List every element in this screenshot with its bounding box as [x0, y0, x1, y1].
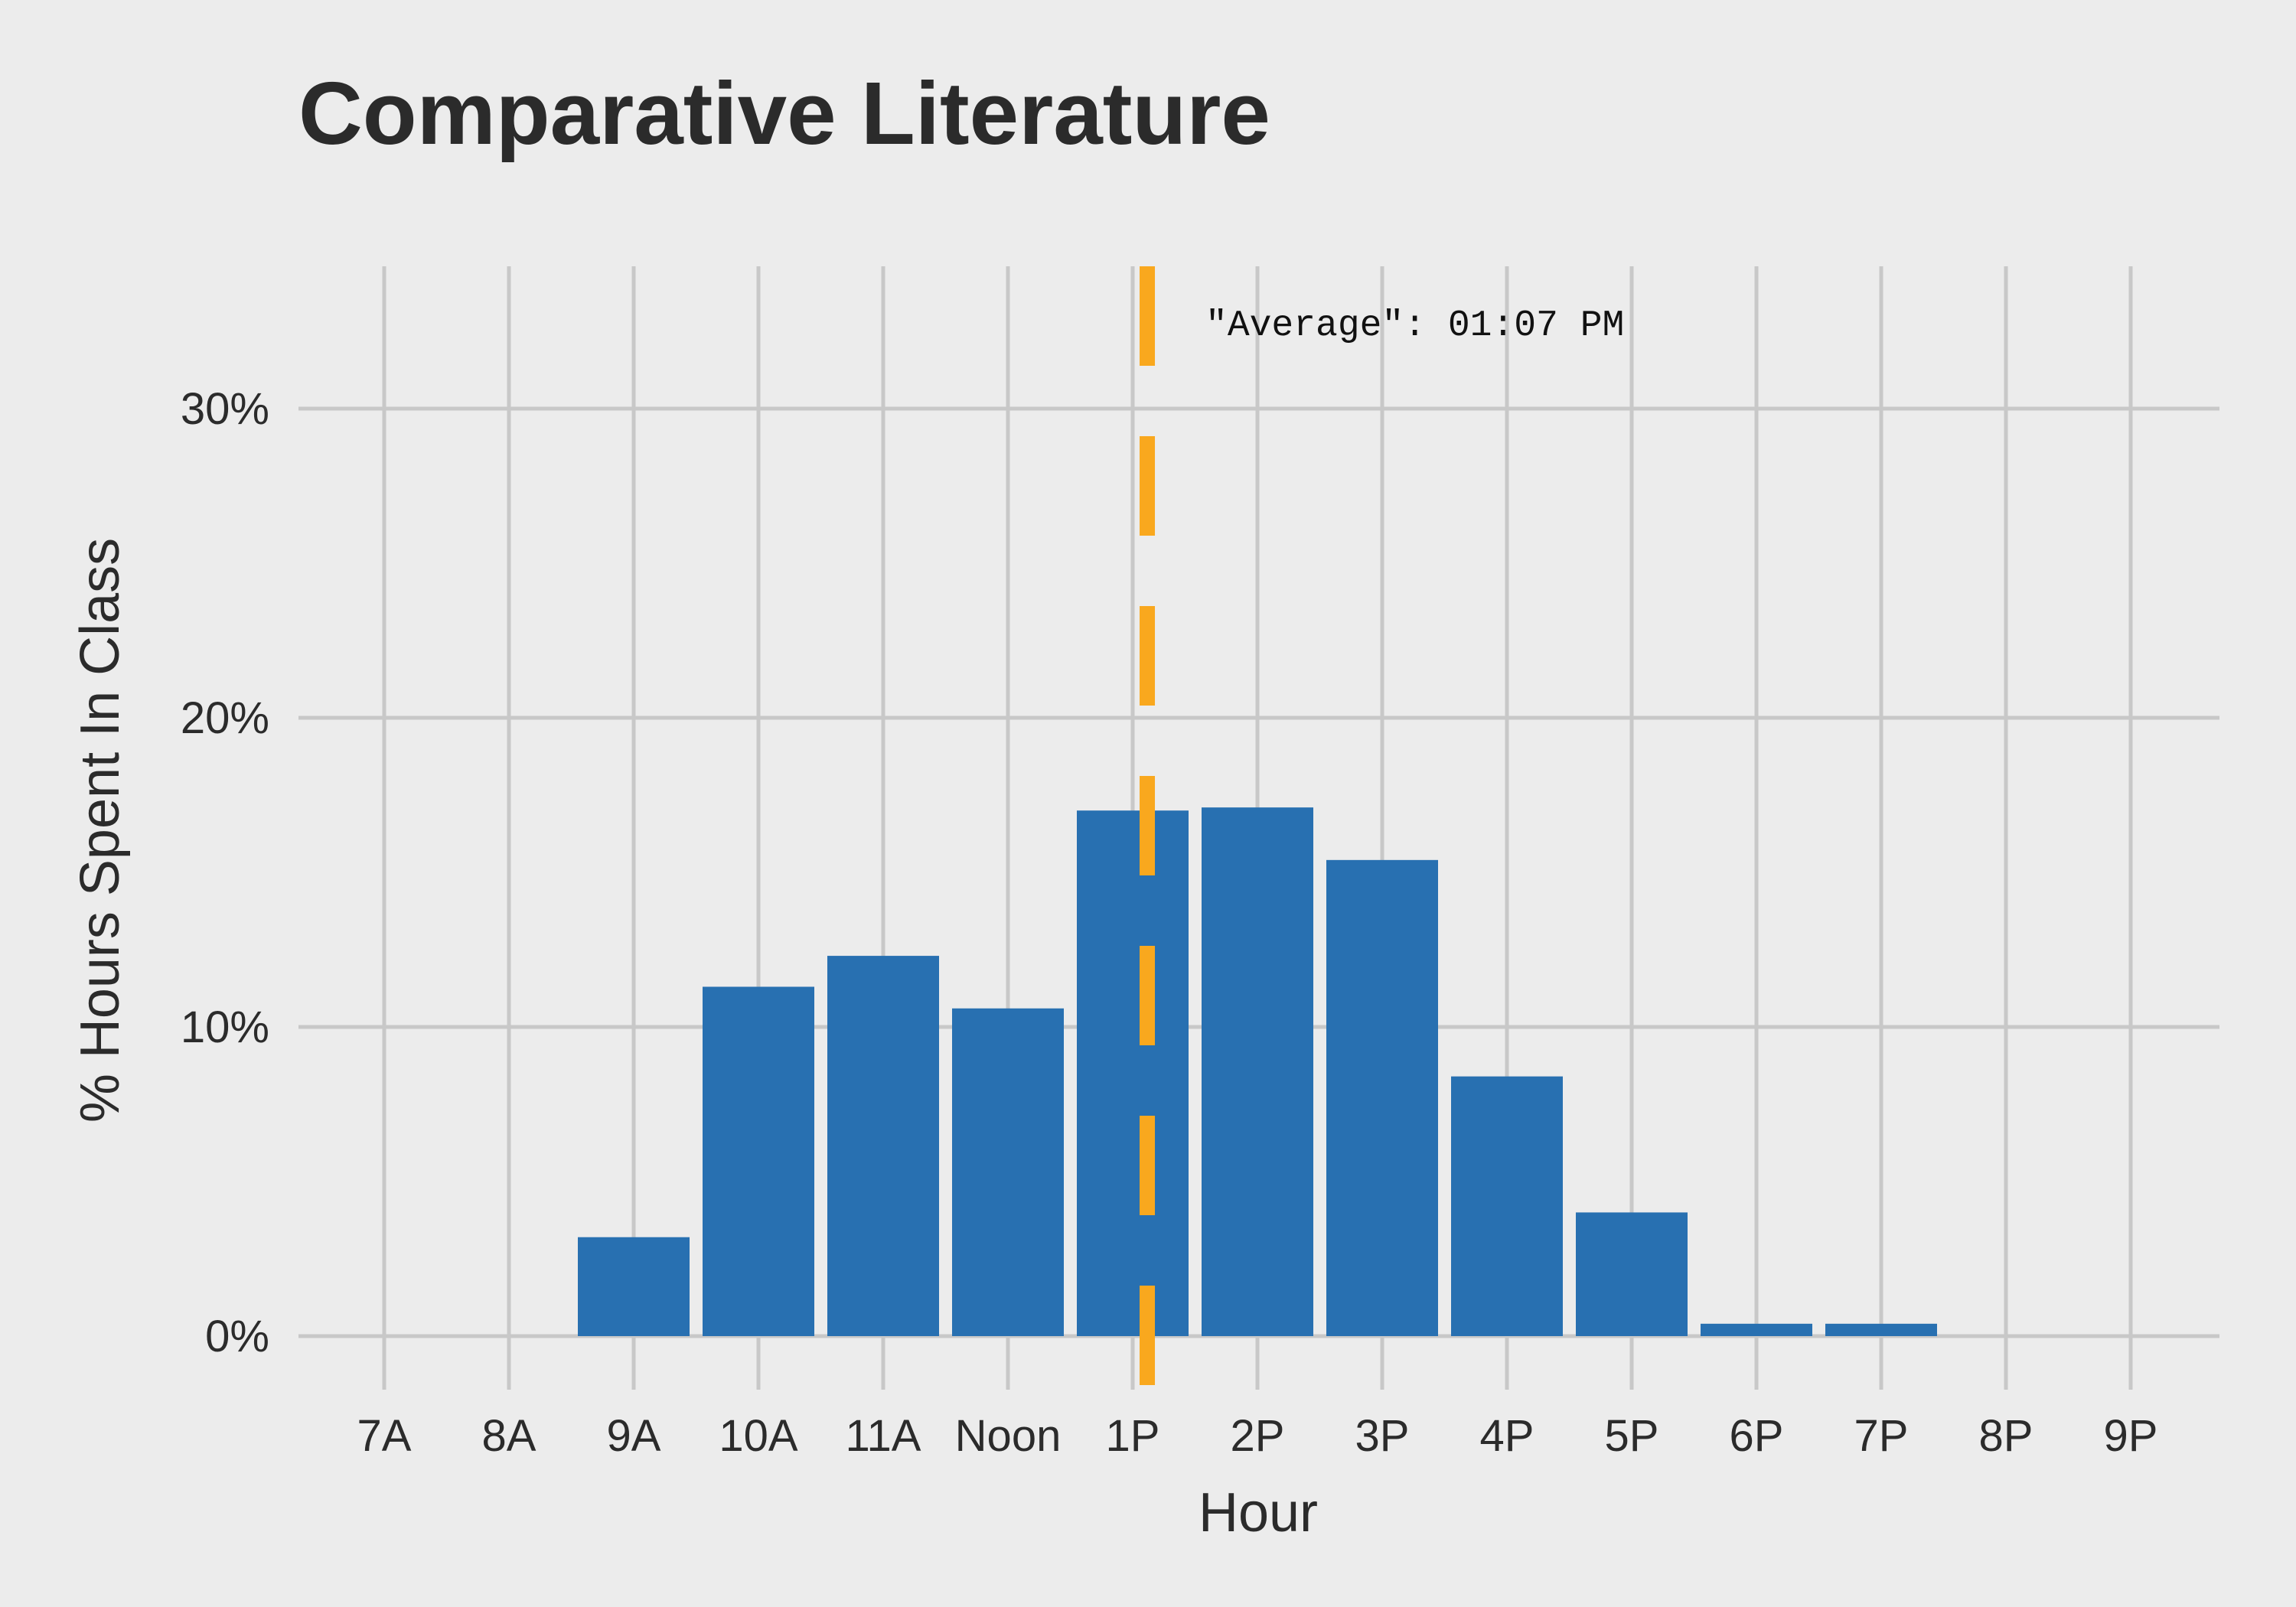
x-tick-label-12: 7P — [1854, 1411, 1909, 1461]
x-tick-label-9: 4P — [1480, 1411, 1534, 1461]
bar-11A — [827, 956, 939, 1336]
x-axis-title: Hour — [1199, 1482, 1318, 1543]
x-tick-label-0: 7A — [357, 1411, 412, 1461]
bar-7P — [1825, 1323, 1937, 1336]
y-tick-label-1: 10% — [181, 1002, 269, 1052]
bar-3P — [1326, 859, 1438, 1336]
x-tick-label-13: 8P — [1979, 1411, 2033, 1461]
y-tick-label-0: 0% — [205, 1312, 269, 1361]
y-tick-label-3: 30% — [181, 384, 269, 434]
bar-2P — [1202, 807, 1313, 1336]
average-layer: "Average": 01:07 PM — [1140, 266, 1624, 1390]
y-tick-labels: 0% 10% 20% 30% — [181, 384, 269, 1361]
bar-9A — [578, 1237, 690, 1336]
average-label: "Average": 01:07 PM — [1205, 305, 1624, 347]
y-tick-label-2: 20% — [181, 693, 269, 743]
x-tick-label-6: 1P — [1106, 1411, 1160, 1461]
x-tick-label-11: 6P — [1730, 1411, 1784, 1461]
bar-4P — [1451, 1076, 1563, 1336]
y-axis-title: % Hours Spent In Class — [70, 538, 131, 1123]
x-tick-label-10: 5P — [1605, 1411, 1659, 1461]
bar-10A — [703, 986, 814, 1336]
bar-Noon — [952, 1008, 1064, 1336]
x-tick-label-3: 10A — [719, 1411, 798, 1461]
x-tick-label-5: Noon — [955, 1411, 1062, 1461]
chart-title: Comparative Literature — [298, 64, 1270, 163]
x-tick-label-8: 3P — [1355, 1411, 1410, 1461]
bar-1P — [1077, 810, 1189, 1336]
x-tick-label-1: 8A — [482, 1411, 536, 1461]
x-tick-label-7: 2P — [1231, 1411, 1285, 1461]
bar-5P — [1576, 1212, 1688, 1336]
bar-6P — [1701, 1323, 1812, 1336]
bars-layer — [578, 807, 1937, 1336]
x-tick-labels: 7A 8A 9A 10A 11A Noon 1P 2P 3P 4P 5P 6P 7P 8P 9P — [357, 1411, 2158, 1461]
x-tick-label-2: 9A — [607, 1411, 661, 1461]
x-tick-label-4: 11A — [846, 1411, 921, 1461]
x-tick-label-14: 9P — [2104, 1411, 2158, 1461]
